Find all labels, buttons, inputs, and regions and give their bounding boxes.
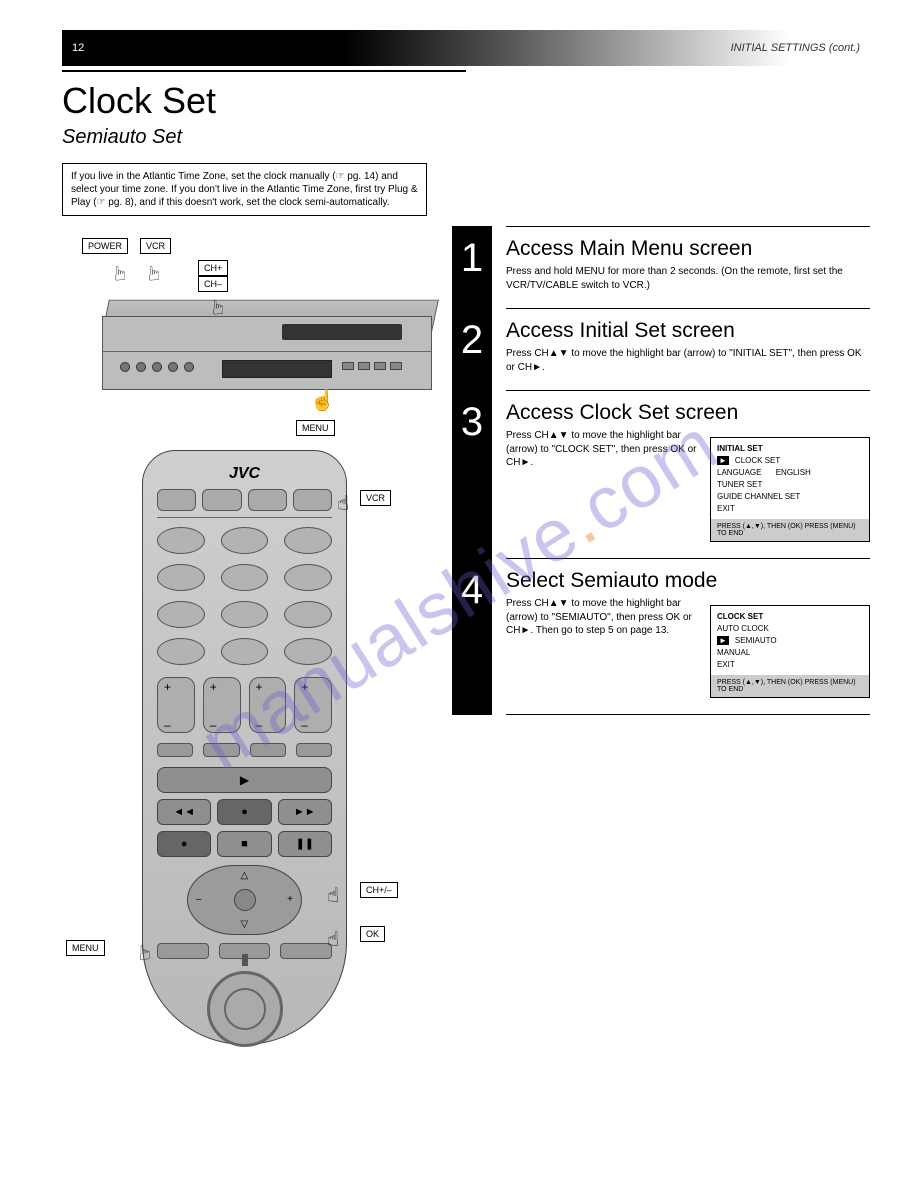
osd-title: CLOCK SET: [717, 612, 863, 621]
step-title: Access Initial Set screen: [506, 319, 870, 343]
callout-ch-plus: CH+: [198, 260, 228, 276]
callout-menu: MENU: [296, 420, 335, 436]
osd-footer: PRESS (▲,▼), THEN (OK) PRESS (MENU) TO E…: [711, 675, 869, 697]
nav-pad: △ ▽ – +: [187, 865, 302, 935]
step-number: 2: [452, 313, 492, 367]
play-icon: ▶: [157, 767, 332, 793]
step-text: Press and hold MENU for more than 2 seco…: [506, 265, 870, 292]
hand-icon: ☟: [148, 260, 160, 285]
osd-item: TUNER SET: [717, 480, 762, 489]
illustrations-column: POWER ☟ VCR ☟ CH+ CH– ☟ MENU ☝ JVC: [62, 226, 442, 1070]
step-number: 4: [452, 563, 492, 617]
hand-icon: ☞: [132, 944, 157, 962]
osd-screen: INITIAL SET ►CLOCK SET LANGUAGE ENGLISH …: [710, 437, 870, 542]
callout-ok: OK: [360, 926, 385, 942]
page-number: 12: [72, 42, 84, 54]
callout-vcr: VCR: [140, 238, 171, 254]
osd-item: LANGUAGE: [717, 468, 761, 477]
preparation-note: If you live in the Atlantic Time Zone, s…: [62, 163, 427, 216]
step: 4 Select Semiauto mode Press CH▲▼ to mov…: [506, 558, 870, 714]
osd-value: ENGLISH: [776, 468, 811, 477]
step-title: Select Semiauto mode: [506, 569, 870, 593]
section-rule: [62, 70, 466, 72]
hand-icon: ☜: [330, 494, 355, 512]
osd-footer: PRESS (▲,▼), THEN (OK) PRESS (MENU) TO E…: [711, 519, 869, 541]
step: 1 Access Main Menu screen Press and hold…: [506, 226, 870, 308]
vcr-illustration: POWER ☟ VCR ☟ CH+ CH– ☟ MENU ☝: [62, 232, 442, 442]
page-title: Clock Set: [62, 80, 870, 122]
vcr-body: [102, 286, 432, 396]
step-title: Access Main Menu screen: [506, 237, 870, 261]
step: 3 Access Clock Set screen Press CH▲▼ to …: [506, 390, 870, 558]
osd-item: EXIT: [717, 660, 735, 669]
hand-icon: ☜: [320, 886, 345, 904]
remote-body: JVC ▶ ◄◄●►► ●■❚❚: [142, 450, 347, 1045]
callout-power: POWER: [82, 238, 128, 254]
osd-screen: CLOCK SET AUTO CLOCK ►SEMIAUTO MANUAL EX…: [710, 605, 870, 698]
osd-item: CLOCK SET: [735, 456, 780, 465]
steps-column: 1 Access Main Menu screen Press and hold…: [442, 226, 870, 1070]
osd-item: MANUAL: [717, 648, 750, 657]
remote-illustration: JVC ▶ ◄◄●►► ●■❚❚: [62, 450, 442, 1070]
step-number-bar: [452, 226, 492, 715]
hand-icon: ☜: [320, 930, 345, 948]
jog-dial: [207, 971, 283, 1047]
callout-remote-menu: MENU: [66, 940, 105, 956]
callout-ch-plus-minus: CH+/–: [360, 882, 398, 898]
osd-item: SEMIAUTO: [735, 636, 777, 645]
page-subtitle: Semiauto Set: [62, 126, 870, 149]
osd-title: INITIAL SET: [717, 444, 863, 453]
hand-icon: ☟: [212, 294, 224, 319]
step-number: 1: [452, 231, 492, 285]
callout-remote-vcr: VCR: [360, 490, 391, 506]
callout-ch-minus: CH–: [198, 276, 228, 292]
osd-item: GUIDE CHANNEL SET: [717, 492, 800, 501]
hand-icon: ☝: [310, 388, 335, 413]
step-title: Access Clock Set screen: [506, 401, 870, 425]
step-text: Press CH▲▼ to move the highlight bar (ar…: [506, 597, 700, 638]
hand-icon: ☟: [114, 260, 126, 285]
step-text: Press CH▲▼ to move the highlight bar (ar…: [506, 347, 870, 374]
step: 2 Access Initial Set screen Press CH▲▼ t…: [506, 308, 870, 390]
header-bar: 12 INITIAL SETTINGS (cont.): [62, 30, 870, 66]
header-section: INITIAL SETTINGS (cont.): [731, 42, 860, 54]
remote-brand: JVC: [143, 465, 346, 483]
step-number: 3: [452, 395, 492, 449]
step-text: Press CH▲▼ to move the highlight bar (ar…: [506, 429, 700, 470]
osd-item: AUTO CLOCK: [717, 624, 769, 633]
osd-item: EXIT: [717, 504, 735, 513]
